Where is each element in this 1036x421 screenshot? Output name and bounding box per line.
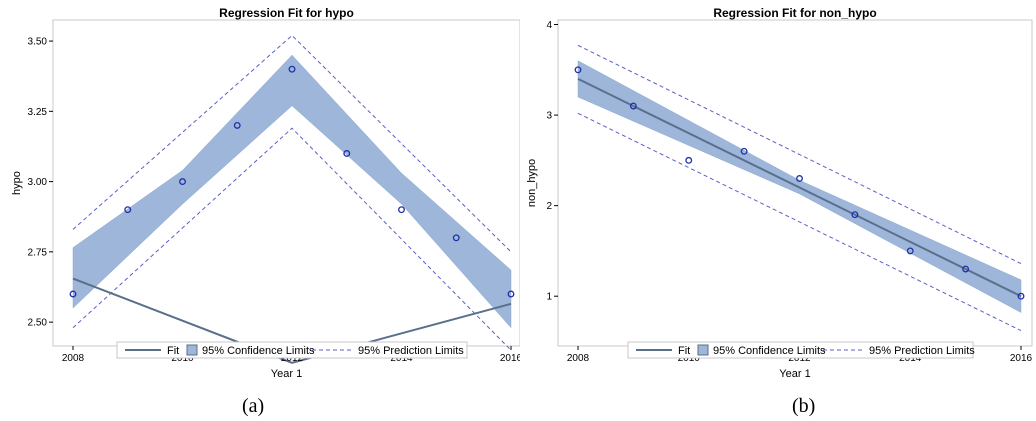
caption-b: (b) bbox=[792, 395, 816, 417]
chart-title: Regression Fit for hypo bbox=[219, 6, 354, 20]
y-tick-label: 4 bbox=[546, 20, 552, 31]
y-axis-label: hypo bbox=[11, 171, 23, 195]
x-axis-label: Year 1 bbox=[271, 368, 302, 380]
data-point bbox=[1017, 292, 1025, 300]
fit-line bbox=[72, 277, 512, 364]
x-tick-label: 2016 bbox=[1010, 353, 1033, 364]
x-tick-label: 2016 bbox=[500, 353, 520, 364]
legend-prediction-label: 95% Prediction Limits bbox=[869, 345, 975, 357]
y-tick-label: 3.50 bbox=[28, 37, 48, 48]
data-point bbox=[574, 66, 582, 74]
x-tick-label: 2008 bbox=[567, 353, 590, 364]
data-point bbox=[233, 121, 241, 129]
prediction-limit-upper bbox=[577, 44, 1022, 265]
prediction-limit-lower bbox=[72, 127, 512, 351]
y-axis-label: non_hypo bbox=[526, 159, 538, 207]
data-point bbox=[452, 234, 460, 242]
data-point bbox=[288, 65, 296, 73]
data-point bbox=[906, 247, 914, 255]
prediction-limit-lower bbox=[577, 112, 1022, 332]
data-point bbox=[740, 147, 748, 155]
x-tick-label: 2008 bbox=[62, 353, 85, 364]
y-tick-label: 2 bbox=[546, 201, 552, 212]
regression-chart-hypo: Regression Fit for hypo20082010201220142… bbox=[11, 6, 520, 380]
legend-confidence-label: 95% Confidence Limits bbox=[713, 345, 826, 357]
regression-chart-non-hypo: Regression Fit for non_hypo2008201020122… bbox=[526, 6, 1033, 380]
legend-box bbox=[627, 341, 974, 359]
y-tick-label: 3.25 bbox=[28, 107, 48, 118]
y-tick-label: 2.50 bbox=[28, 318, 48, 329]
data-point bbox=[179, 178, 186, 186]
chart-panel-b: Regression Fit for non_hypo2008201020122… bbox=[520, 0, 1036, 421]
data-point bbox=[124, 206, 132, 214]
legend-fit-label: Fit bbox=[167, 345, 179, 357]
legend-fit-label: Fit bbox=[678, 345, 690, 357]
data-point bbox=[796, 175, 803, 182]
chart-title: Regression Fit for non_hypo bbox=[713, 6, 876, 20]
legend-confidence-swatch bbox=[186, 344, 198, 356]
x-axis-label: Year 1 bbox=[779, 368, 810, 380]
legend-confidence-label: 95% Confidence Limits bbox=[202, 345, 315, 357]
fit-line bbox=[577, 77, 1022, 298]
legend-prediction-label: 95% Prediction Limits bbox=[358, 345, 464, 357]
data-point bbox=[398, 206, 405, 214]
legend-confidence-swatch bbox=[697, 344, 709, 356]
confidence-band bbox=[72, 54, 512, 329]
y-tick-label: 3.00 bbox=[28, 177, 48, 188]
y-tick-label: 1 bbox=[546, 292, 552, 303]
data-point bbox=[962, 265, 970, 273]
y-tick-label: 3 bbox=[546, 111, 552, 122]
data-point bbox=[343, 150, 351, 157]
chart-panel-a: Regression Fit for hypo20082010201220142… bbox=[11, 6, 520, 417]
data-point bbox=[69, 290, 77, 298]
data-point bbox=[629, 102, 637, 110]
prediction-limit-upper bbox=[72, 34, 512, 253]
y-tick-label: 2.75 bbox=[28, 247, 48, 258]
legend-box bbox=[116, 341, 468, 359]
data-point bbox=[507, 290, 515, 298]
caption-a: (a) bbox=[242, 395, 265, 417]
data-point bbox=[685, 156, 693, 164]
data-point bbox=[851, 211, 859, 219]
